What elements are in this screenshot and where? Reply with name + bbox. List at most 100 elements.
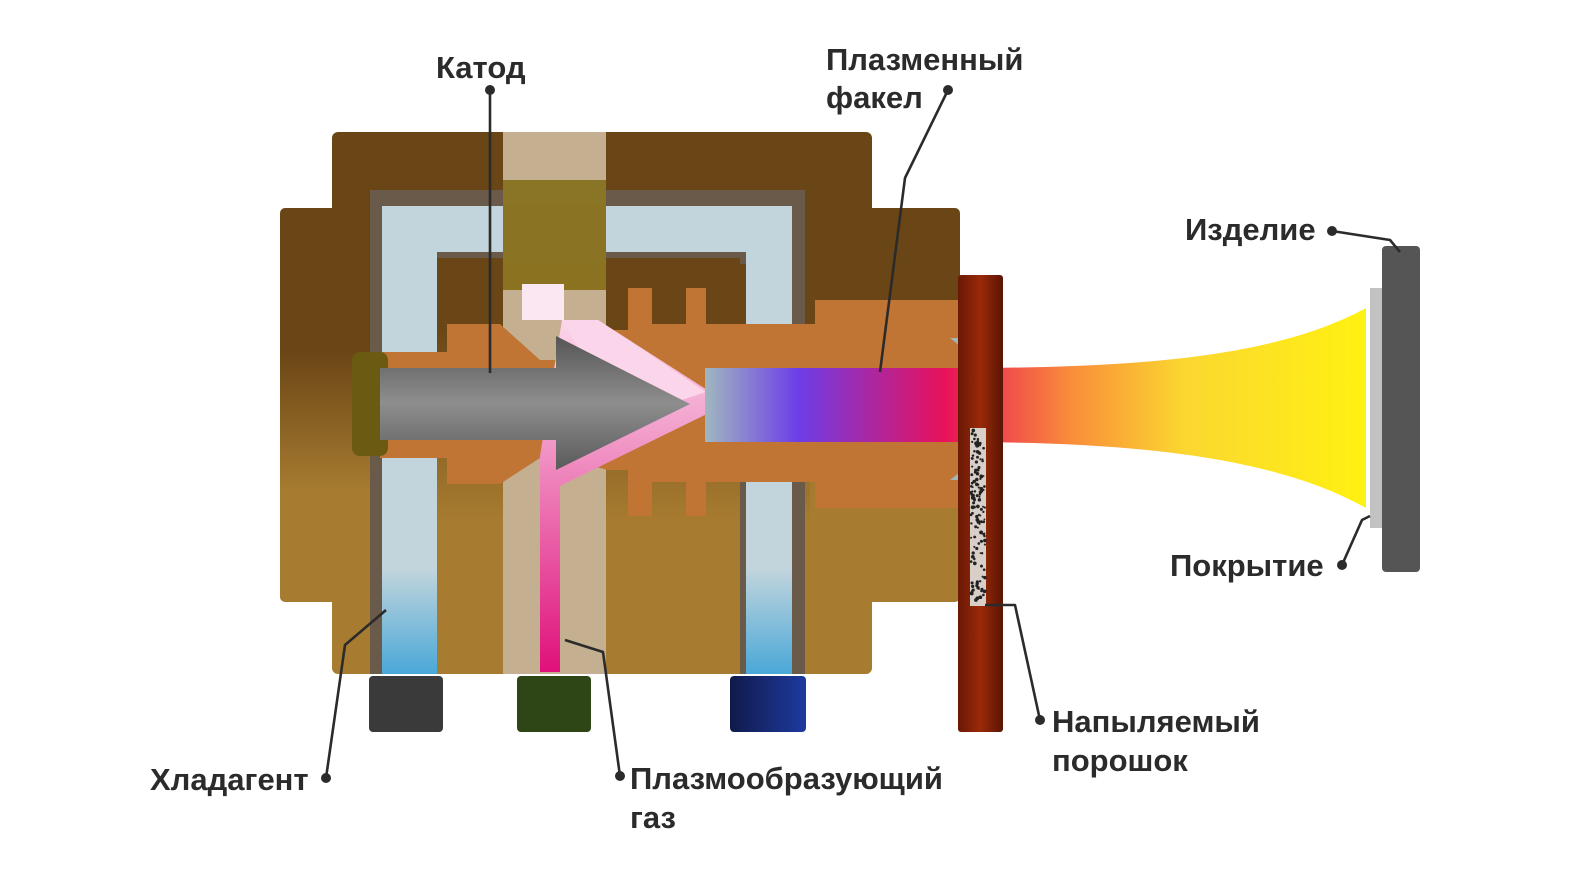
powder-particle [978,595,983,600]
powder-label-line1: Напыляемый [1052,704,1260,739]
powder-particle [981,459,984,463]
cathode-label: Катод [436,50,526,85]
powder-particle [975,441,980,446]
powder-particle [979,520,983,524]
powder-feeder [958,275,1003,732]
powder-particle [983,506,986,509]
powder-particle [974,433,977,436]
coolant-channel [370,190,805,674]
cathode-rod [380,336,690,470]
coolant-label: Хладагент [150,762,309,797]
powder-particle [982,510,985,514]
powder-particle [970,456,974,460]
powder-particle [970,432,974,436]
powder-particle [977,486,980,489]
powder-particle [983,518,986,521]
powder-particle [975,482,979,487]
coolant-inlet [369,676,443,732]
powder-particle [981,575,984,578]
powder-particle [979,552,982,555]
gas-label-line1: Плазмообразующий [630,761,943,796]
powder-particle [982,446,985,450]
powder-particle [979,474,984,479]
plasma-jet [705,308,1366,508]
powder-particle [979,458,982,461]
powder-particle [970,481,974,485]
powder-particle [973,535,976,539]
powder-particle [983,575,987,580]
powder-particle [979,540,983,543]
powder-particle [978,588,980,590]
workpiece [1382,246,1420,572]
powder-particle [970,473,974,477]
powder-particle [982,593,985,597]
leader-dots [321,85,1347,783]
powder-particle [981,458,984,461]
powder-particle [976,526,979,529]
plasma-torch-label-line1: Плазменный [826,42,1023,77]
powder-particle [971,584,975,589]
powder-particle [977,498,982,502]
powder-particle [979,580,982,583]
powder-particle [975,494,979,498]
powder-particle [971,428,976,433]
powder-particle [971,440,974,443]
powder-particle [982,475,985,477]
powder-particle [971,493,975,498]
powder-particle [973,437,976,441]
powder-particle [978,490,983,494]
workpiece-label: Изделие [1185,212,1316,247]
powder-particle [970,505,975,510]
powder-particle [974,525,978,529]
leader-lines [324,89,1401,779]
powder-particle [970,522,973,525]
powder-particle [973,490,977,493]
powder-particle [980,589,983,593]
powder-particle [983,532,986,535]
powder-particle [970,554,975,559]
powder-particle [969,591,974,596]
powder-particle [983,543,986,546]
powder-particles [969,428,987,602]
powder-particle [980,552,984,555]
powder-particle [972,501,976,505]
powder-particle [979,477,982,480]
powder-particle [969,560,973,563]
powder-particle [970,536,973,539]
powder-particle [971,588,975,592]
powder-particle [974,460,979,464]
gas-inlet [517,676,591,732]
powder-particle [976,455,979,459]
powder-particle [983,538,987,543]
powder-particle [982,505,985,508]
powder-particle [975,477,979,482]
powder-particle [979,514,982,517]
powder-particle [971,551,975,555]
powder-particle [978,443,982,447]
powder-particle [977,451,981,455]
powder-particle [976,468,980,472]
powder-particle [979,530,984,535]
powder-particle [982,589,987,594]
powder-particle [973,545,976,548]
plasma-torch-label-line2: факел [826,80,923,115]
powder-particle [975,584,979,588]
powder-particle [983,485,986,488]
gas-label-line2: газ [630,800,676,835]
powder-particle [971,486,974,489]
powder-particle [970,581,974,585]
cathode-cap [352,352,388,456]
powder-particle [980,564,983,568]
powder-label-line2: порошок [1052,743,1188,778]
powder-particle [977,542,981,545]
coating-layer [1370,288,1385,528]
powder-particle [975,514,979,519]
powder-particle [983,534,986,538]
powder-particle [974,598,978,602]
powder-particle [976,437,980,441]
powder-particle [973,449,976,453]
powder-particle [982,488,985,492]
powder-particle [979,507,983,511]
powder-particle [971,465,974,468]
